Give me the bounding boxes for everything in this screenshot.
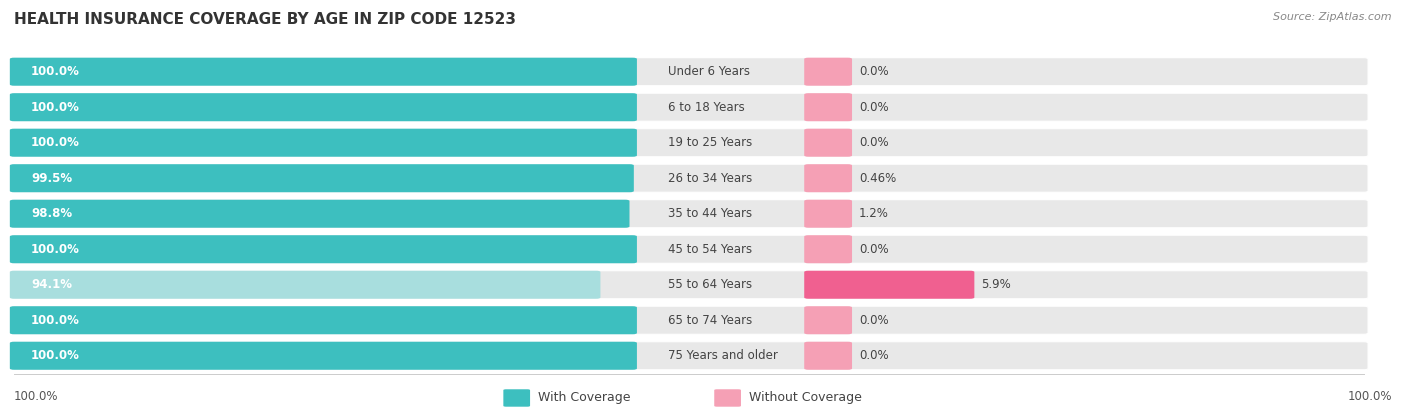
Text: 45 to 54 Years: 45 to 54 Years [668, 243, 752, 256]
FancyBboxPatch shape [10, 271, 1368, 299]
Text: 1.2%: 1.2% [859, 207, 889, 220]
FancyBboxPatch shape [804, 129, 852, 157]
Text: Under 6 Years: Under 6 Years [668, 65, 749, 78]
Text: 94.1%: 94.1% [31, 278, 72, 291]
Text: 100.0%: 100.0% [31, 101, 80, 114]
Text: 55 to 64 Years: 55 to 64 Years [668, 278, 752, 291]
Text: 0.0%: 0.0% [859, 243, 889, 256]
FancyBboxPatch shape [10, 271, 600, 299]
Text: 0.0%: 0.0% [859, 65, 889, 78]
Text: With Coverage: With Coverage [538, 391, 631, 405]
FancyBboxPatch shape [10, 58, 1368, 86]
FancyBboxPatch shape [10, 164, 634, 192]
Text: 99.5%: 99.5% [31, 172, 72, 185]
FancyBboxPatch shape [10, 58, 637, 86]
FancyBboxPatch shape [804, 93, 852, 121]
FancyBboxPatch shape [804, 200, 852, 228]
Text: 19 to 25 Years: 19 to 25 Years [668, 136, 752, 149]
Text: 100.0%: 100.0% [31, 349, 80, 362]
FancyBboxPatch shape [10, 129, 1368, 157]
Text: Source: ZipAtlas.com: Source: ZipAtlas.com [1274, 12, 1392, 22]
Text: 35 to 44 Years: 35 to 44 Years [668, 207, 752, 220]
FancyBboxPatch shape [10, 342, 637, 370]
Text: 75 Years and older: 75 Years and older [668, 349, 778, 362]
FancyBboxPatch shape [804, 164, 852, 192]
FancyBboxPatch shape [10, 306, 637, 334]
Text: 100.0%: 100.0% [31, 65, 80, 78]
FancyBboxPatch shape [10, 93, 1368, 121]
FancyBboxPatch shape [804, 342, 852, 370]
FancyBboxPatch shape [714, 389, 741, 407]
Text: 26 to 34 Years: 26 to 34 Years [668, 172, 752, 185]
Text: 0.0%: 0.0% [859, 314, 889, 327]
Text: 98.8%: 98.8% [31, 207, 72, 220]
Text: 6 to 18 Years: 6 to 18 Years [668, 101, 745, 114]
Text: 0.0%: 0.0% [859, 349, 889, 362]
Text: 100.0%: 100.0% [1347, 390, 1392, 403]
FancyBboxPatch shape [10, 235, 637, 263]
FancyBboxPatch shape [10, 129, 637, 157]
Text: 0.46%: 0.46% [859, 172, 896, 185]
FancyBboxPatch shape [10, 342, 1368, 370]
Text: 0.0%: 0.0% [859, 136, 889, 149]
FancyBboxPatch shape [10, 164, 1368, 192]
FancyBboxPatch shape [10, 93, 637, 121]
Text: 5.9%: 5.9% [981, 278, 1011, 291]
FancyBboxPatch shape [10, 200, 1368, 228]
FancyBboxPatch shape [804, 271, 974, 299]
Text: 100.0%: 100.0% [31, 136, 80, 149]
Text: Without Coverage: Without Coverage [749, 391, 862, 405]
FancyBboxPatch shape [804, 58, 852, 86]
Text: 100.0%: 100.0% [14, 390, 59, 403]
Text: 100.0%: 100.0% [31, 314, 80, 327]
Text: HEALTH INSURANCE COVERAGE BY AGE IN ZIP CODE 12523: HEALTH INSURANCE COVERAGE BY AGE IN ZIP … [14, 12, 516, 27]
FancyBboxPatch shape [10, 306, 1368, 334]
Text: 0.0%: 0.0% [859, 101, 889, 114]
FancyBboxPatch shape [10, 235, 1368, 263]
FancyBboxPatch shape [804, 306, 852, 334]
Text: 65 to 74 Years: 65 to 74 Years [668, 314, 752, 327]
FancyBboxPatch shape [503, 389, 530, 407]
Text: 100.0%: 100.0% [31, 243, 80, 256]
FancyBboxPatch shape [10, 200, 630, 228]
FancyBboxPatch shape [804, 235, 852, 263]
